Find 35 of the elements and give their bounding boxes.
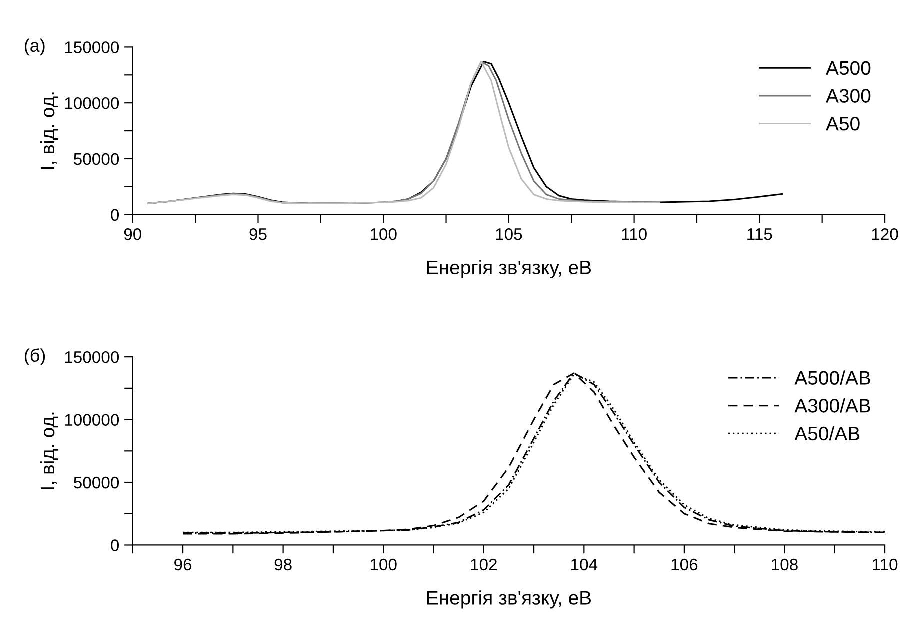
legend-label: A300 bbox=[826, 89, 871, 103]
y-tick-label: 150000 bbox=[65, 351, 120, 364]
x-tick-label: 96 bbox=[174, 558, 192, 571]
x-tick-label: 95 bbox=[250, 228, 267, 240]
y-tick-label: 50000 bbox=[74, 153, 120, 166]
text: (б) bbox=[24, 348, 46, 366]
y-tick-label: 100000 bbox=[65, 97, 120, 110]
text: (a) bbox=[24, 38, 45, 56]
legend-label: A300/AB bbox=[794, 398, 870, 413]
y-tick-label: 100000 bbox=[65, 414, 120, 426]
y-axis-title: I, від. од. bbox=[40, 412, 58, 490]
x-tick-label: 106 bbox=[672, 558, 698, 571]
y-tick-label: 50000 bbox=[74, 476, 120, 489]
x-tick-label: 100 bbox=[370, 228, 397, 240]
x-tick-label: 104 bbox=[572, 558, 598, 571]
x-axis-title: Енергія зв'язку, еВ bbox=[427, 590, 592, 609]
y-tick-label: 0 bbox=[111, 209, 120, 222]
x-tick-label: 90 bbox=[124, 228, 142, 240]
y-tick-label: 0 bbox=[111, 540, 120, 552]
legend-label: A500/AB bbox=[794, 370, 870, 385]
y-axis-title: I, від. од. bbox=[40, 92, 58, 170]
x-axis-title: Енергія зв'язку, еВ bbox=[427, 260, 592, 278]
legend-label: A50 bbox=[826, 117, 860, 131]
x-tick-label: 120 bbox=[872, 228, 898, 240]
x-tick-label: 100 bbox=[370, 558, 397, 571]
x-tick-label: 115 bbox=[748, 228, 772, 240]
x-tick-label: 108 bbox=[772, 558, 798, 571]
legend-label: A50/AB bbox=[794, 426, 860, 441]
x-tick-label: 102 bbox=[471, 558, 497, 571]
x-tick-label: 110 bbox=[622, 228, 647, 240]
y-tick-label: 150000 bbox=[65, 42, 120, 54]
x-tick-label: 110 bbox=[873, 558, 898, 571]
legend-label: A500 bbox=[826, 61, 871, 76]
x-tick-label: 98 bbox=[274, 558, 292, 571]
x-tick-label: 105 bbox=[496, 228, 522, 240]
